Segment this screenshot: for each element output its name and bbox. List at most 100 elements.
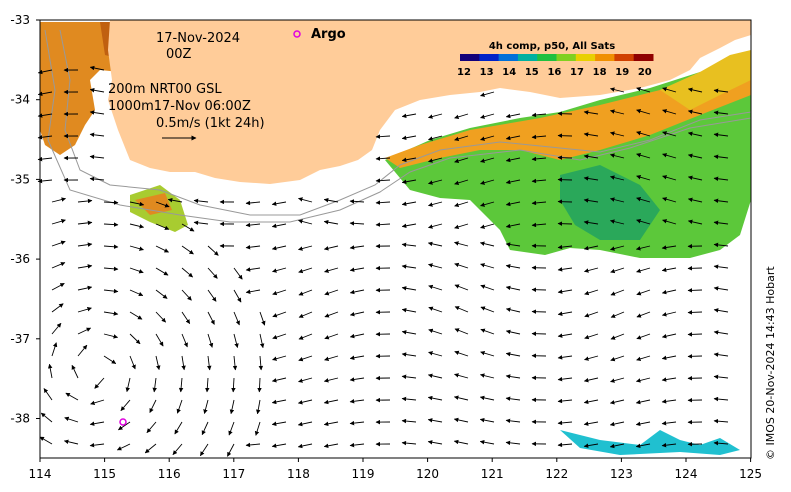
current-arrow — [428, 328, 443, 335]
map-time: 00Z — [166, 47, 192, 62]
current-arrow — [271, 223, 287, 229]
current-arrow — [323, 421, 339, 427]
current-arrow — [206, 355, 212, 371]
current-arrow — [181, 311, 191, 325]
current-arrow — [256, 399, 261, 415]
current-arrow — [687, 219, 703, 225]
current-arrow — [713, 440, 729, 446]
current-arrow — [583, 377, 599, 383]
current-arrow — [453, 439, 469, 445]
colorbar-tick-label: 16 — [547, 67, 561, 78]
current-arrow — [401, 157, 417, 162]
current-arrow — [103, 200, 119, 205]
current-arrow — [149, 399, 157, 413]
current-arrow — [557, 333, 573, 338]
argo-legend-marker — [293, 30, 301, 38]
current-arrow — [258, 355, 264, 371]
current-arrow — [713, 176, 729, 181]
current-arrow — [103, 333, 119, 339]
current-arrow — [245, 442, 261, 448]
current-arrow — [583, 245, 599, 251]
current-arrow — [454, 328, 469, 335]
current-arrow — [176, 399, 183, 414]
current-arrow — [349, 333, 365, 339]
x-tick-label: 125 — [739, 467, 762, 481]
current-arrow — [272, 289, 287, 296]
current-arrow — [40, 412, 53, 423]
current-arrow — [181, 245, 194, 255]
current-arrow — [155, 355, 161, 371]
legend-line-2: 1000m17-Nov 06:00Z — [108, 99, 251, 114]
x-tick-label: 120 — [416, 467, 439, 481]
current-arrow — [454, 241, 469, 247]
current-arrow — [531, 200, 547, 206]
current-arrow — [454, 350, 469, 357]
current-arrow — [324, 333, 339, 340]
current-arrow — [375, 200, 391, 205]
current-arrow — [271, 245, 287, 251]
current-arrow — [531, 134, 547, 140]
current-arrow — [583, 220, 599, 225]
current-arrow — [89, 110, 105, 115]
plot-frame — [39, 19, 752, 459]
current-arrow — [687, 332, 703, 337]
current-arrow — [557, 267, 573, 272]
current-arrow — [37, 69, 53, 75]
current-arrow — [583, 421, 599, 426]
current-arrow — [37, 135, 53, 140]
current-arrow — [583, 198, 599, 203]
current-arrow — [479, 439, 495, 445]
current-arrow — [713, 352, 729, 357]
current-arrow — [687, 131, 703, 137]
current-arrow — [662, 219, 677, 225]
current-arrow — [193, 220, 209, 226]
current-arrow — [181, 223, 195, 232]
current-arrow — [349, 442, 365, 448]
x-tick-label: 123 — [610, 467, 633, 481]
current-arrow — [155, 201, 170, 208]
current-arrow — [713, 264, 729, 269]
current-arrow — [298, 333, 313, 340]
current-arrow — [636, 175, 651, 181]
colorbar-swatch — [575, 54, 596, 61]
current-arrow — [557, 244, 573, 250]
current-arrow — [89, 154, 105, 160]
current-arrow — [662, 153, 677, 159]
current-arrow — [375, 134, 391, 139]
colorbar-title: 4h comp, p50, All Sats — [489, 41, 615, 52]
current-arrow — [272, 311, 287, 318]
current-arrow — [323, 220, 339, 225]
x-tick-label: 119 — [352, 467, 375, 481]
current-arrow — [661, 399, 677, 404]
current-arrow — [636, 355, 651, 362]
current-arrow — [713, 220, 729, 225]
current-arrow — [454, 284, 469, 291]
current-arrow — [505, 351, 521, 357]
colorbar-tick-label: 15 — [525, 67, 539, 78]
current-arrow — [349, 355, 365, 360]
current-arrow — [298, 267, 313, 274]
current-arrow — [635, 245, 651, 251]
current-arrow — [199, 443, 209, 457]
current-arrow — [324, 267, 339, 273]
colorbar-tick-label: 19 — [615, 67, 629, 78]
current-arrow — [233, 333, 239, 348]
current-arrow — [207, 289, 217, 302]
current-arrow — [610, 311, 625, 318]
current-arrow — [635, 377, 651, 383]
current-arrow — [129, 289, 144, 297]
x-tick-label: 121 — [481, 467, 504, 481]
current-arrow — [89, 176, 105, 182]
colorbar-swatch — [614, 54, 635, 61]
current-arrow — [557, 289, 573, 294]
current-arrow — [557, 376, 573, 382]
current-arrow — [557, 398, 573, 404]
y-tick-label: -37 — [10, 332, 30, 346]
current-arrow — [103, 311, 119, 316]
current-arrow — [89, 65, 105, 71]
bathymetry-contours — [44, 29, 751, 223]
current-arrow — [129, 201, 145, 207]
current-arrow — [245, 267, 261, 272]
current-arrow — [349, 221, 365, 226]
current-arrow — [427, 373, 443, 379]
